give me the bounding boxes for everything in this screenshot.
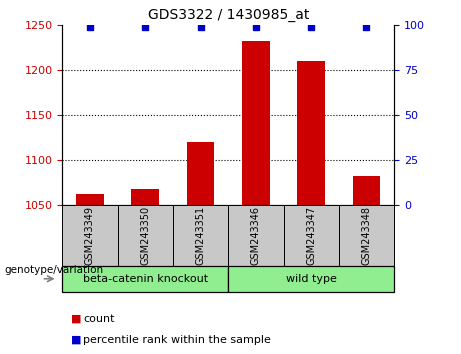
- Bar: [187, 142, 214, 205]
- Bar: [76, 194, 104, 205]
- Text: GSM243348: GSM243348: [361, 206, 372, 265]
- Bar: [297, 61, 325, 205]
- Title: GDS3322 / 1430985_at: GDS3322 / 1430985_at: [148, 8, 309, 22]
- Text: beta-catenin knockout: beta-catenin knockout: [83, 274, 208, 284]
- Text: GSM243350: GSM243350: [140, 206, 150, 265]
- Text: wild type: wild type: [286, 274, 337, 284]
- Text: GSM243346: GSM243346: [251, 206, 261, 265]
- Text: ■: ■: [71, 335, 82, 345]
- Text: genotype/variation: genotype/variation: [5, 265, 104, 275]
- Text: count: count: [83, 314, 114, 324]
- Bar: [131, 189, 159, 205]
- Text: GSM243347: GSM243347: [306, 206, 316, 265]
- Text: ■: ■: [71, 314, 82, 324]
- Bar: [242, 41, 270, 205]
- Text: GSM243351: GSM243351: [195, 206, 206, 265]
- Text: percentile rank within the sample: percentile rank within the sample: [83, 335, 271, 345]
- Text: GSM243349: GSM243349: [85, 206, 95, 265]
- Bar: [353, 176, 380, 205]
